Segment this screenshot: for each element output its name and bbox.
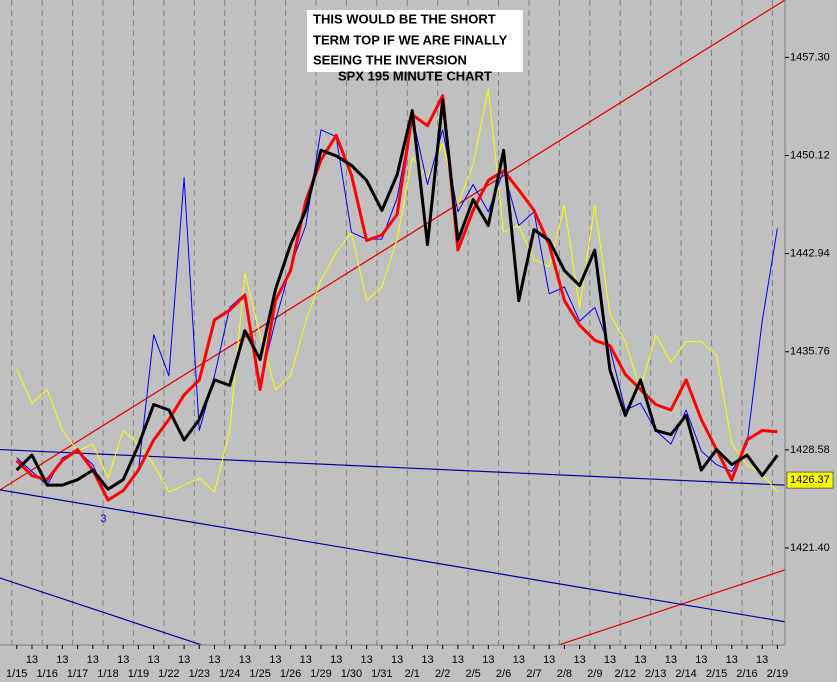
x-tick-label: 2/7 — [526, 668, 541, 680]
y-tick-label: 1442.94 — [790, 248, 830, 260]
annotation-text: SEEING THE INVERSION — [313, 52, 467, 67]
last-price-label: 1426.37 — [790, 474, 830, 486]
x-tick-label: 1/18 — [97, 668, 118, 680]
x-tick-label: 1/16 — [36, 668, 57, 680]
x-tick-label: 13 — [148, 654, 160, 666]
x-tick-label: 13 — [665, 654, 677, 666]
x-tick-label: 13 — [513, 654, 525, 666]
plot-area — [0, 0, 785, 645]
x-tick-label: 1/26 — [280, 668, 301, 680]
x-tick-label: 2/16 — [736, 668, 757, 680]
x-tick-label: 13 — [330, 654, 342, 666]
x-tick-label: 2/12 — [615, 668, 636, 680]
x-tick-label: 13 — [391, 654, 403, 666]
y-tick-label: 1450.12 — [790, 149, 830, 161]
x-tick-label: 13 — [573, 654, 585, 666]
x-tick-label: 13 — [208, 654, 220, 666]
annotation-text: THIS WOULD BE THE SHORT — [313, 11, 496, 26]
x-tick-label: 2/13 — [645, 668, 666, 680]
x-tick-label: 13 — [756, 654, 768, 666]
trend-line — [0, 489, 785, 623]
x-tick-label: 1/30 — [341, 668, 362, 680]
y-tick-label: 1435.76 — [790, 346, 830, 358]
x-tick-label: 2/2 — [435, 668, 450, 680]
trend-line — [556, 569, 785, 645]
x-tick-label: 1/23 — [189, 668, 210, 680]
x-tick-label: 13 — [726, 654, 738, 666]
trend-line — [0, 448, 785, 486]
x-tick-label: 1/29 — [310, 668, 331, 680]
x-tick-label: 13 — [300, 654, 312, 666]
x-tick-label: 2/6 — [496, 668, 511, 680]
trend-line — [0, 0, 785, 491]
x-tick-label: 1/22 — [158, 668, 179, 680]
annotation-box — [307, 10, 523, 72]
x-tick-label: 13 — [269, 654, 281, 666]
x-tick-label: 2/14 — [675, 668, 696, 680]
price-line — [15, 94, 778, 502]
x-tick-label: 2/5 — [465, 668, 480, 680]
trend-line — [0, 577, 204, 645]
x-tick-label: 13 — [421, 654, 433, 666]
x-tick-label: 1/24 — [219, 668, 240, 680]
x-tick-label: 1/15 — [6, 668, 27, 680]
x-tick-label: 13 — [56, 654, 68, 666]
last-price-box — [786, 471, 834, 489]
annotation-text: TERM TOP IF WE ARE FINALLY — [313, 32, 508, 47]
grid — [11, 0, 773, 645]
price-line — [16, 115, 778, 500]
axes: 1457.30 1450.12 1442.94 1435.76 1428.58 1421.… — [6, 51, 830, 680]
price-line — [16, 88, 778, 493]
x-tick-label: 13 — [634, 654, 646, 666]
x-tick-label: 2/8 — [557, 668, 572, 680]
x-tick-label: 13 — [604, 654, 616, 666]
annotation: 3 — [100, 513, 106, 525]
chart-title: SPX 195 MINUTE CHART — [338, 68, 492, 83]
x-tick-label: 1/31 — [371, 668, 392, 680]
x-tick-label: 13 — [482, 654, 494, 666]
x-tick-label: 13 — [117, 654, 129, 666]
x-tick-label: 13 — [26, 654, 38, 666]
x-tick-label: 13 — [239, 654, 251, 666]
x-tick-label: 13 — [87, 654, 99, 666]
x-tick-label: 13 — [695, 654, 707, 666]
x-tick-label: 2/9 — [587, 668, 602, 680]
y-tick-label: 1421.40 — [790, 542, 830, 554]
x-tick-label: 13 — [178, 654, 190, 666]
x-tick-label: 2/15 — [706, 668, 727, 680]
price-line — [15, 98, 779, 491]
x-tick-label: 1/19 — [128, 668, 149, 680]
x-tick-label: 13 — [543, 654, 555, 666]
x-tick-label: 2/1 — [405, 668, 420, 680]
x-tick-label: 1/25 — [249, 668, 270, 680]
x-tick-label: 13 — [452, 654, 464, 666]
x-tick-label: 13 — [361, 654, 373, 666]
y-tick-label: 1428.58 — [790, 444, 830, 456]
x-tick-label: 1/17 — [67, 668, 88, 680]
y-tick-label: 1457.30 — [790, 51, 830, 63]
x-tick-label: 2/19 — [767, 668, 788, 680]
